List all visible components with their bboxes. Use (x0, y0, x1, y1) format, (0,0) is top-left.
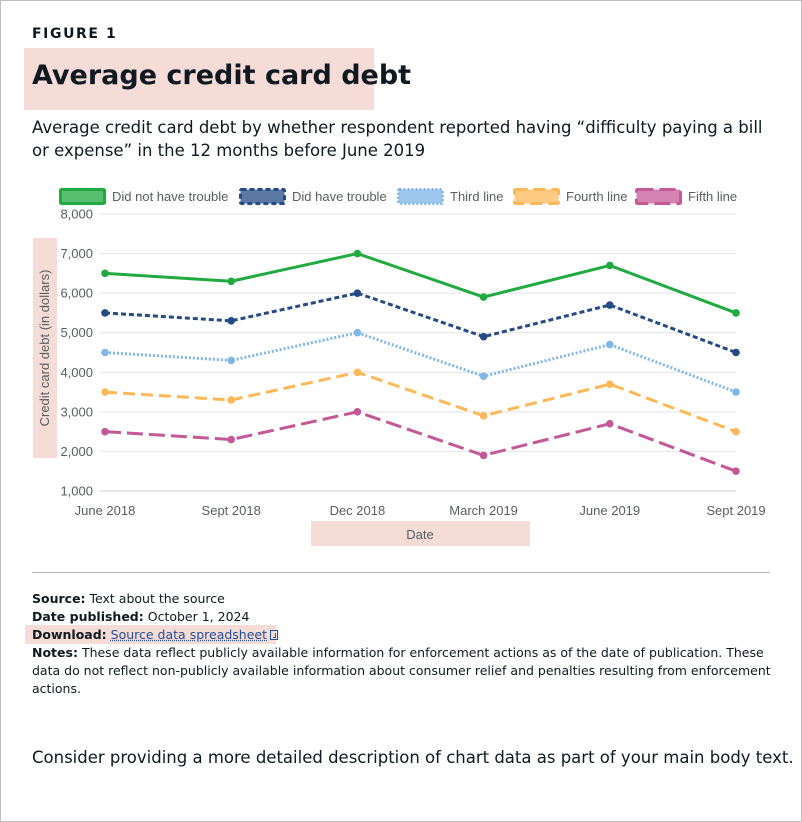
data-point[interactable] (353, 368, 362, 377)
data-point[interactable] (353, 249, 362, 258)
y-tick-label: 7,000 (60, 246, 93, 261)
x-axis-ticks: June 2018 Sept 2018 Dec 2018 March 2019 June… (75, 503, 766, 518)
data-point[interactable] (101, 348, 109, 357)
chart-grid (100, 213, 736, 492)
x-axis-label-highlight (311, 521, 530, 546)
data-point[interactable] (479, 412, 488, 420)
legend-label: Fourth line (566, 189, 627, 204)
chart-title: Average credit card debt (32, 60, 412, 91)
source-label: Source: (32, 591, 86, 606)
data-point[interactable] (606, 380, 614, 388)
y-axis-label: Credit card debt (in dollars) (37, 270, 52, 427)
legend-label: Third line (450, 189, 503, 204)
x-tick-label: Sept 2019 (706, 503, 765, 518)
series-line-2 (104, 291, 737, 354)
data-point[interactable] (606, 301, 614, 309)
legend-label: Fifth line (688, 189, 737, 204)
data-point[interactable] (227, 396, 235, 404)
title-highlight: Average credit card debt (24, 48, 411, 110)
data-point[interactable] (101, 309, 109, 317)
legend-swatch (513, 188, 560, 205)
data-point[interactable] (479, 293, 488, 301)
legend-swatch (397, 188, 444, 205)
download-link-text: Source data spreadsheet (110, 627, 268, 642)
data-point[interactable] (227, 277, 235, 286)
figure-label: FIGURE 1 (32, 26, 118, 42)
divider (32, 572, 770, 573)
data-point[interactable] (732, 348, 740, 357)
download-highlight (25, 625, 276, 644)
x-axis-label: Date (406, 527, 433, 542)
data-point[interactable] (101, 427, 109, 436)
y-axis-ticks: 1,000 2,000 3,000 4,000 5,000 6,000 7,000 8,000 (60, 207, 93, 499)
chart-legend: Did not have trouble Did have trouble Thir… (59, 188, 737, 205)
y-tick-label: 1,000 (60, 484, 93, 499)
series-line-3 (104, 331, 737, 394)
data-point[interactable] (606, 261, 614, 270)
data-point[interactable] (479, 451, 488, 460)
data-point[interactable] (732, 467, 740, 476)
date-row: Date published: October 1, 2024 (32, 608, 777, 626)
y-axis-label-highlight (33, 238, 57, 458)
data-point[interactable] (479, 372, 488, 381)
date-label: Date published: (32, 609, 144, 624)
data-point[interactable] (732, 427, 740, 436)
data-point[interactable] (101, 388, 109, 396)
legend-swatch (59, 188, 106, 205)
x-tick-label: Dec 2018 (330, 503, 386, 518)
data-point[interactable] (353, 408, 362, 416)
series-line-5 (104, 410, 737, 473)
x-tick-label: June 2019 (579, 503, 640, 518)
data-point[interactable] (479, 332, 488, 341)
download-row: Download: Source data spreadsheet (32, 626, 777, 644)
y-tick-label: 2,000 (60, 444, 93, 459)
series-line-1 (104, 252, 737, 315)
legend-label: Did not have trouble (112, 189, 228, 204)
chart-series (101, 249, 740, 476)
download-label: Download: (32, 627, 107, 642)
y-tick-label: 8,000 (60, 207, 93, 222)
data-point[interactable] (353, 328, 362, 337)
legend-swatch (635, 188, 682, 205)
notes-row: Notes: These data reflect publicly avail… (32, 644, 777, 698)
data-point[interactable] (606, 419, 614, 428)
line-chart: 1,000 2,000 3,000 4,000 5,000 6,000 7,000 8,000… (37, 188, 766, 542)
data-point[interactable] (227, 317, 235, 325)
x-tick-label: June 2018 (75, 503, 136, 518)
data-point[interactable] (732, 309, 740, 317)
legend-label: Did have trouble (292, 189, 387, 204)
download-file-icon (270, 630, 279, 640)
data-point[interactable] (732, 388, 740, 396)
data-point[interactable] (606, 340, 614, 349)
data-point[interactable] (101, 269, 109, 278)
data-point[interactable] (227, 435, 235, 444)
legend-swatch (239, 188, 286, 205)
source-text: Text about the source (89, 591, 225, 606)
download-link[interactable]: Source data spreadsheet (110, 627, 279, 642)
notes-label: Notes: (32, 645, 78, 660)
x-tick-label: March 2019 (449, 503, 518, 518)
y-tick-label: 3,000 (60, 404, 93, 419)
y-tick-label: 5,000 (60, 325, 93, 340)
data-point[interactable] (227, 356, 235, 365)
source-row: Source: Text about the source (32, 590, 777, 608)
chart-metadata: Source: Text about the source Date publi… (32, 590, 777, 698)
chart-subtitle: Average credit card debt by whether resp… (32, 118, 763, 160)
data-point[interactable] (353, 289, 362, 297)
y-tick-label: 4,000 (60, 365, 93, 380)
y-tick-label: 6,000 (60, 286, 93, 301)
x-tick-label: Sept 2018 (202, 503, 261, 518)
footer-text: Consider providing a more detailed descr… (32, 748, 794, 767)
notes-text: These data reflect publicly available in… (32, 645, 771, 696)
series-line-4 (104, 370, 737, 434)
date-text: October 1, 2024 (147, 609, 250, 624)
